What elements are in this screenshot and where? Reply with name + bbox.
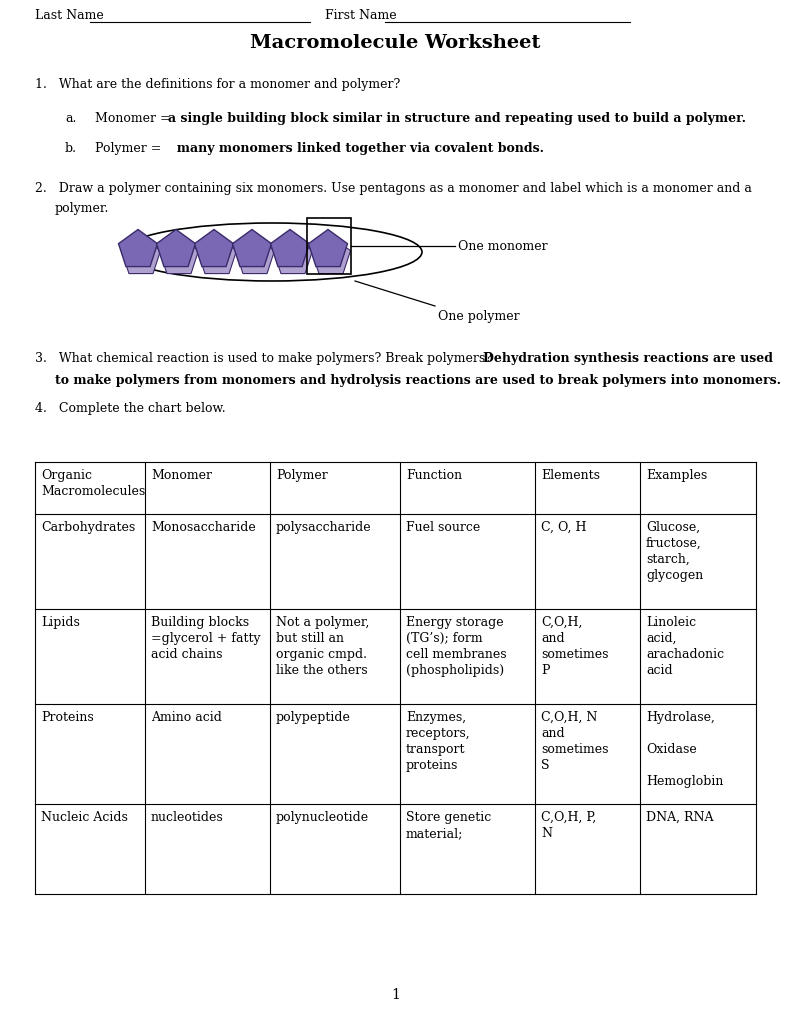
Text: Dehydration synthesis reactions are used: Dehydration synthesis reactions are used [483,352,773,365]
Text: polypeptide: polypeptide [276,711,351,724]
Text: nucleotides: nucleotides [151,811,224,824]
Bar [307,218,351,274]
Text: Last Name: Last Name [35,9,104,22]
Text: Polymer =: Polymer = [95,142,161,155]
Polygon shape [160,237,199,273]
Text: Proteins: Proteins [41,711,94,724]
Polygon shape [274,237,312,273]
Text: polysaccharide: polysaccharide [276,521,372,534]
Text: 4.   Complete the chart below.: 4. Complete the chart below. [35,402,225,415]
Text: Nucleic Acids: Nucleic Acids [41,811,128,824]
Text: C,O,H,
and
sometimes
P: C,O,H, and sometimes P [541,616,608,677]
Text: C,O,H, N
and
sometimes
S: C,O,H, N and sometimes S [541,711,608,772]
Text: One monomer: One monomer [458,240,547,253]
Text: DNA, RNA: DNA, RNA [646,811,713,824]
Text: Lipids: Lipids [41,616,80,629]
Text: 1.   What are the definitions for a monomer and polymer?: 1. What are the definitions for a monome… [35,78,400,91]
Text: Monomer: Monomer [151,469,212,482]
Polygon shape [157,229,195,266]
Text: 2.   Draw a polymer containing six monomers. Use pentagons as a monomer and labe: 2. Draw a polymer containing six monomer… [35,182,752,195]
Text: Elements: Elements [541,469,600,482]
Polygon shape [308,229,347,266]
Text: C,O,H, P,
N: C,O,H, P, N [541,811,596,840]
Text: Monomer =: Monomer = [95,112,171,125]
Text: b.: b. [65,142,77,155]
Polygon shape [236,237,274,273]
Text: One polymer: One polymer [438,310,520,323]
Text: Monosaccharide: Monosaccharide [151,521,255,534]
Text: Not a polymer,
but still an
organic cmpd.
like the others: Not a polymer, but still an organic cmpd… [276,616,369,677]
Polygon shape [119,229,157,266]
Text: C, O, H: C, O, H [541,521,586,534]
Text: 3.   What chemical reaction is used to make polymers? Break polymers?: 3. What chemical reaction is used to mak… [35,352,496,365]
Text: First Name: First Name [325,9,396,22]
Text: Examples: Examples [646,469,707,482]
Text: Enzymes,
receptors,
transport
proteins: Enzymes, receptors, transport proteins [406,711,471,772]
Polygon shape [195,229,233,266]
Text: Hydrolase,

Oxidase

Hemoglobin: Hydrolase, Oxidase Hemoglobin [646,711,724,788]
Text: Glucose,
fructose,
starch,
glycogen: Glucose, fructose, starch, glycogen [646,521,703,582]
Text: Amino acid: Amino acid [151,711,221,724]
Text: to make polymers from monomers and hydrolysis reactions are used to break polyme: to make polymers from monomers and hydro… [55,374,781,387]
Text: a.: a. [65,112,77,125]
Text: polynucleotide: polynucleotide [276,811,369,824]
Text: Macromolecule Worksheet: Macromolecule Worksheet [250,34,541,52]
Polygon shape [198,237,237,273]
Text: Carbohydrates: Carbohydrates [41,521,135,534]
Polygon shape [122,237,161,273]
Text: a single building block similar in structure and repeating used to build a polym: a single building block similar in struc… [168,112,746,125]
Text: Linoleic
acid,
arachadonic
acid: Linoleic acid, arachadonic acid [646,616,724,677]
Text: Polymer: Polymer [276,469,327,482]
Polygon shape [271,229,309,266]
Polygon shape [312,237,350,273]
Text: Function: Function [406,469,462,482]
Text: many monomers linked together via covalent bonds.: many monomers linked together via covale… [168,142,544,155]
Text: Organic
Macromolecules: Organic Macromolecules [41,469,146,498]
Text: 1: 1 [391,988,400,1002]
Text: polymer.: polymer. [55,202,109,215]
Text: Energy storage
(TG’s); form
cell membranes
(phospholipids): Energy storage (TG’s); form cell membran… [406,616,506,677]
Text: Fuel source: Fuel source [406,521,480,534]
Text: Building blocks
=glycerol + fatty
acid chains: Building blocks =glycerol + fatty acid c… [151,616,260,662]
Polygon shape [233,229,271,266]
Text: Store genetic
material;: Store genetic material; [406,811,491,840]
